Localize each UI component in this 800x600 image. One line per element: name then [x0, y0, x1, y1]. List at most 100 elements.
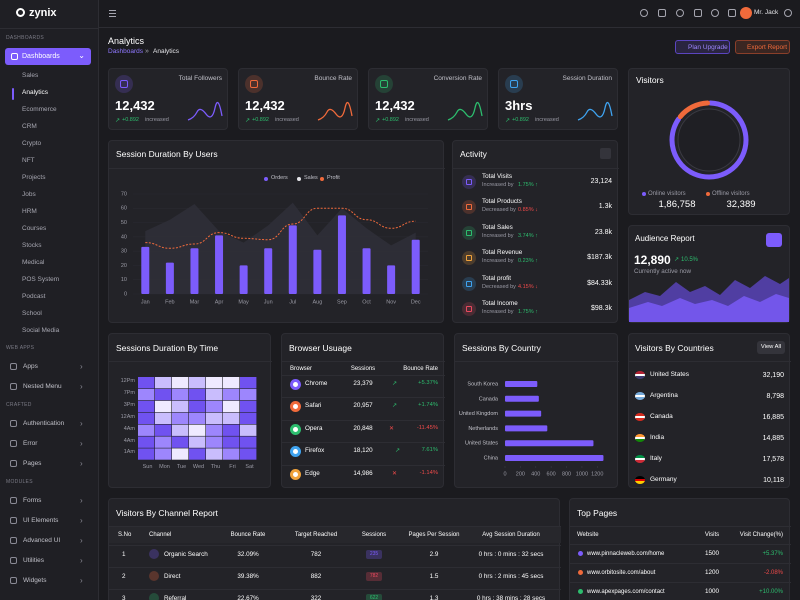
trend-arrow: ↗	[392, 403, 398, 410]
country-value: 14,885	[762, 435, 784, 442]
header-icon[interactable]	[640, 9, 648, 17]
submenu-item[interactable]: NFT	[22, 157, 35, 164]
stat-icon-glyph	[510, 80, 518, 88]
menu-item[interactable]: Utilities	[23, 557, 44, 564]
page-url[interactable]: www.orbitosite.com/about	[587, 570, 656, 576]
menu-icon	[10, 460, 17, 467]
menu-item[interactable]: Advanced UI	[23, 537, 61, 544]
activity-value: $187.3k	[587, 254, 612, 262]
browser-icon-core	[293, 449, 298, 455]
header-icon[interactable]	[676, 9, 684, 17]
column-header: Visits	[704, 532, 720, 538]
stat-card: Session Duration 3hrs ↗ +0.892 increased	[498, 68, 618, 130]
header-icon[interactable]	[728, 9, 736, 17]
channel-card: Visitors By Channel Report S.No Channel Bou…	[108, 498, 561, 600]
menu-item[interactable]: Pages	[23, 460, 42, 467]
divider	[0, 28, 98, 29]
card-title: Activity	[460, 149, 487, 159]
page-url[interactable]: www.pinnacleweb.com/home	[587, 551, 665, 557]
avatar[interactable]	[740, 7, 752, 19]
segment-value: 32,389	[726, 199, 756, 210]
page-url[interactable]: www.apexpages.com/contact	[587, 589, 665, 595]
flag	[635, 434, 645, 442]
activity-icon-glyph	[466, 229, 472, 236]
header-icon[interactable]	[784, 9, 792, 17]
submenu-item[interactable]: Stocks	[22, 242, 42, 249]
chevron: ›	[80, 576, 83, 585]
card-title: Visitors By Countries	[635, 343, 714, 353]
flag-stripe	[635, 418, 645, 421]
channel-icon	[149, 549, 159, 559]
row-divider	[282, 419, 445, 421]
activity-trend: Increased by	[482, 232, 514, 239]
activity-name: Total Revenue	[482, 249, 523, 257]
browser-bounce: +5.37%	[418, 380, 438, 386]
x-tick-label: Sat	[245, 464, 254, 470]
activity-name: Total Income	[482, 300, 518, 307]
table-cell: 1.3	[429, 595, 439, 600]
legend-dot	[264, 177, 268, 181]
chevron: ›	[80, 439, 83, 448]
menu-item[interactable]: Nested Menu	[23, 383, 62, 390]
submenu-item[interactable]: Projects	[22, 174, 46, 181]
page-change: -2.08%	[763, 570, 783, 576]
submenu-item[interactable]: CRM	[22, 123, 37, 130]
submenu-item[interactable]: HRM	[22, 208, 37, 215]
audience-button[interactable]	[766, 233, 782, 247]
view-all-button[interactable]: View All	[757, 341, 785, 354]
country-name: Argentina	[650, 392, 678, 399]
export-report-button[interactable]: Export Report	[735, 40, 790, 54]
menu-item[interactable]: Error	[23, 440, 38, 447]
row-divider	[282, 397, 445, 399]
column-header: Channel	[149, 532, 172, 538]
submenu-item[interactable]: Medical	[22, 259, 45, 266]
chevron: ›	[80, 382, 83, 391]
browser-name: Edge	[305, 469, 320, 477]
card-title: Visitors By Channel Report	[116, 508, 218, 518]
header-icon[interactable]	[694, 9, 702, 17]
stat-card: Total Followers 12,432 ↗ +0.892 increased	[108, 68, 228, 130]
menu-item[interactable]: Forms	[23, 497, 42, 504]
row-divider	[570, 582, 791, 583]
trend-arrow: ↗	[375, 118, 381, 124]
browser-name: Firefox	[305, 447, 325, 455]
submenu-item[interactable]: POS System	[22, 276, 60, 283]
countries-card: Visitors By Countries View All United Stat…	[628, 333, 791, 488]
legend-label: Orders	[271, 175, 288, 181]
menu-item[interactable]: Widgets	[23, 577, 47, 584]
stat-change: +0.892	[382, 117, 399, 123]
legend-label: Offline visitors	[712, 191, 750, 197]
activity-trend: Decreased by	[482, 207, 516, 214]
submenu-item[interactable]: Courses	[22, 225, 47, 232]
breadcrumb-sep: »	[145, 48, 149, 55]
header-icon[interactable]	[711, 9, 719, 17]
menu-toggle-bar	[109, 16, 116, 17]
browser-bounce: 7.61%	[421, 447, 438, 454]
submenu-item[interactable]: Podcast	[22, 293, 46, 300]
stat-label: Total Followers	[178, 75, 222, 82]
submenu-item[interactable]: Ecommerce	[22, 106, 57, 113]
submenu-item[interactable]: Sales	[22, 72, 39, 79]
menu-icon	[10, 517, 17, 524]
menu-item[interactable]: Apps	[23, 363, 38, 370]
country-value: 17,578	[762, 456, 784, 463]
breadcrumb-link[interactable]: Dashboards	[108, 48, 144, 55]
plan-upgrade-button[interactable]: Plan Upgrade	[675, 40, 730, 54]
active-marker	[12, 88, 14, 100]
flag-stripe	[635, 436, 645, 440]
submenu-item[interactable]: School	[22, 310, 42, 317]
active-menu-item[interactable]: Dashboards ⌄	[5, 48, 91, 65]
menu-item[interactable]: UI Elements	[23, 517, 59, 524]
submenu-item[interactable]: Crypto	[22, 140, 42, 147]
column-header: Sessions	[361, 532, 387, 538]
submenu-item[interactable]: Jobs	[22, 191, 36, 198]
stat-label: Session Duration	[562, 75, 613, 82]
activity-change: 0.23% ↑	[518, 258, 538, 265]
menu-item[interactable]: Authentication	[23, 420, 65, 427]
submenu-item[interactable]: Social Media	[22, 327, 60, 334]
more-button[interactable]	[600, 148, 611, 159]
header-icon[interactable]	[658, 9, 666, 17]
table-cell: 882	[310, 573, 322, 580]
table-cell: 235	[369, 551, 379, 557]
submenu-item[interactable]: Analytics	[22, 89, 49, 96]
